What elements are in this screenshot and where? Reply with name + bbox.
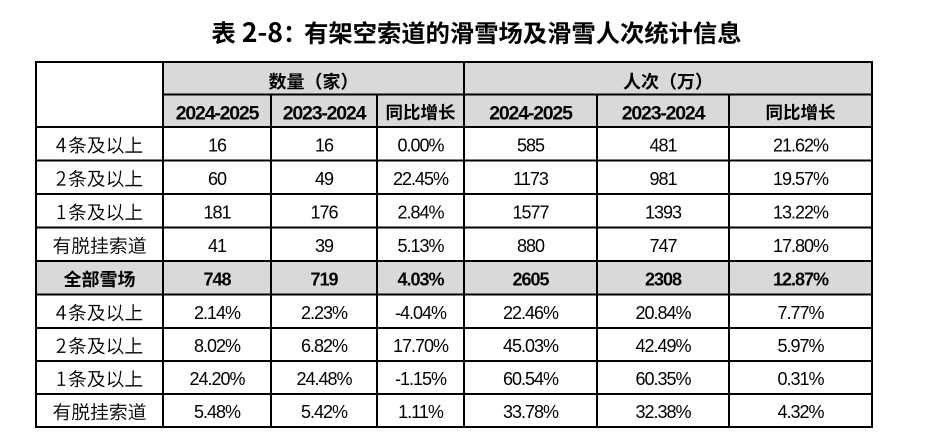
svg-text:7.77%: 7.77% <box>777 303 824 323</box>
svg-text:20.84%: 20.84% <box>635 303 691 323</box>
svg-text:39: 39 <box>315 236 334 256</box>
svg-text:5.48%: 5.48% <box>194 402 241 422</box>
svg-text:181: 181 <box>203 202 231 222</box>
svg-text:24.48%: 24.48% <box>296 369 352 389</box>
svg-text:60.35%: 60.35% <box>635 369 691 389</box>
svg-text:5.97%: 5.97% <box>777 336 824 356</box>
svg-text:585: 585 <box>517 135 545 155</box>
svg-text:2024-2025: 2024-2025 <box>176 103 260 125</box>
svg-text:13.22%: 13.22% <box>773 202 829 222</box>
svg-text:5.42%: 5.42% <box>301 402 348 422</box>
svg-text:2023-2024: 2023-2024 <box>283 103 367 125</box>
svg-text:60: 60 <box>208 169 227 189</box>
svg-text:17.70%: 17.70% <box>393 336 449 356</box>
svg-text:747: 747 <box>649 236 677 256</box>
svg-text:748: 748 <box>203 269 231 289</box>
svg-text:12.87%: 12.87% <box>773 269 829 289</box>
svg-text:17.80%: 17.80% <box>773 236 829 256</box>
svg-text:176: 176 <box>310 202 338 222</box>
svg-text:2023-2024: 2023-2024 <box>622 103 706 125</box>
svg-text:1.11%: 1.11% <box>398 402 444 422</box>
svg-text:2605: 2605 <box>512 269 549 289</box>
svg-text:0.31%: 0.31% <box>777 369 824 389</box>
svg-text:2308: 2308 <box>645 269 682 289</box>
svg-text:2.23%: 2.23% <box>301 303 348 323</box>
svg-text:6.82%: 6.82% <box>301 336 348 356</box>
svg-text:41: 41 <box>208 236 227 256</box>
svg-text:4.03%: 4.03% <box>397 269 444 289</box>
svg-text:481: 481 <box>649 135 677 155</box>
svg-text:19.57%: 19.57% <box>773 169 829 189</box>
svg-text:981: 981 <box>649 169 677 189</box>
svg-text:2.84%: 2.84% <box>397 202 444 222</box>
svg-text:32.38%: 32.38% <box>635 402 691 422</box>
svg-text:22.45%: 22.45% <box>393 169 449 189</box>
svg-text:49: 49 <box>315 169 334 189</box>
svg-text:16: 16 <box>315 135 334 155</box>
svg-text:60.54%: 60.54% <box>503 369 559 389</box>
svg-text:1173: 1173 <box>513 169 549 189</box>
svg-text:24.20%: 24.20% <box>189 369 245 389</box>
svg-text:880: 880 <box>517 236 545 256</box>
svg-text:4.32%: 4.32% <box>777 402 824 422</box>
svg-text:22.46%: 22.46% <box>503 303 559 323</box>
svg-text:2.14%: 2.14% <box>194 303 241 323</box>
svg-text:719: 719 <box>310 269 338 289</box>
svg-text:45.03%: 45.03% <box>503 336 559 356</box>
svg-text:1393: 1393 <box>645 202 682 222</box>
svg-text:1577: 1577 <box>512 202 549 222</box>
svg-text:2024-2025: 2024-2025 <box>489 103 573 125</box>
svg-text:21.62%: 21.62% <box>773 135 829 155</box>
svg-text:33.78%: 33.78% <box>503 402 559 422</box>
svg-text:42.49%: 42.49% <box>635 336 691 356</box>
svg-text:8.02%: 8.02% <box>194 336 241 356</box>
svg-text:-4.04%: -4.04% <box>395 303 447 323</box>
svg-text:5.13%: 5.13% <box>397 236 444 256</box>
svg-text:-1.15%: -1.15% <box>395 369 447 389</box>
svg-text:16: 16 <box>208 135 227 155</box>
svg-text:0.00%: 0.00% <box>397 135 444 155</box>
